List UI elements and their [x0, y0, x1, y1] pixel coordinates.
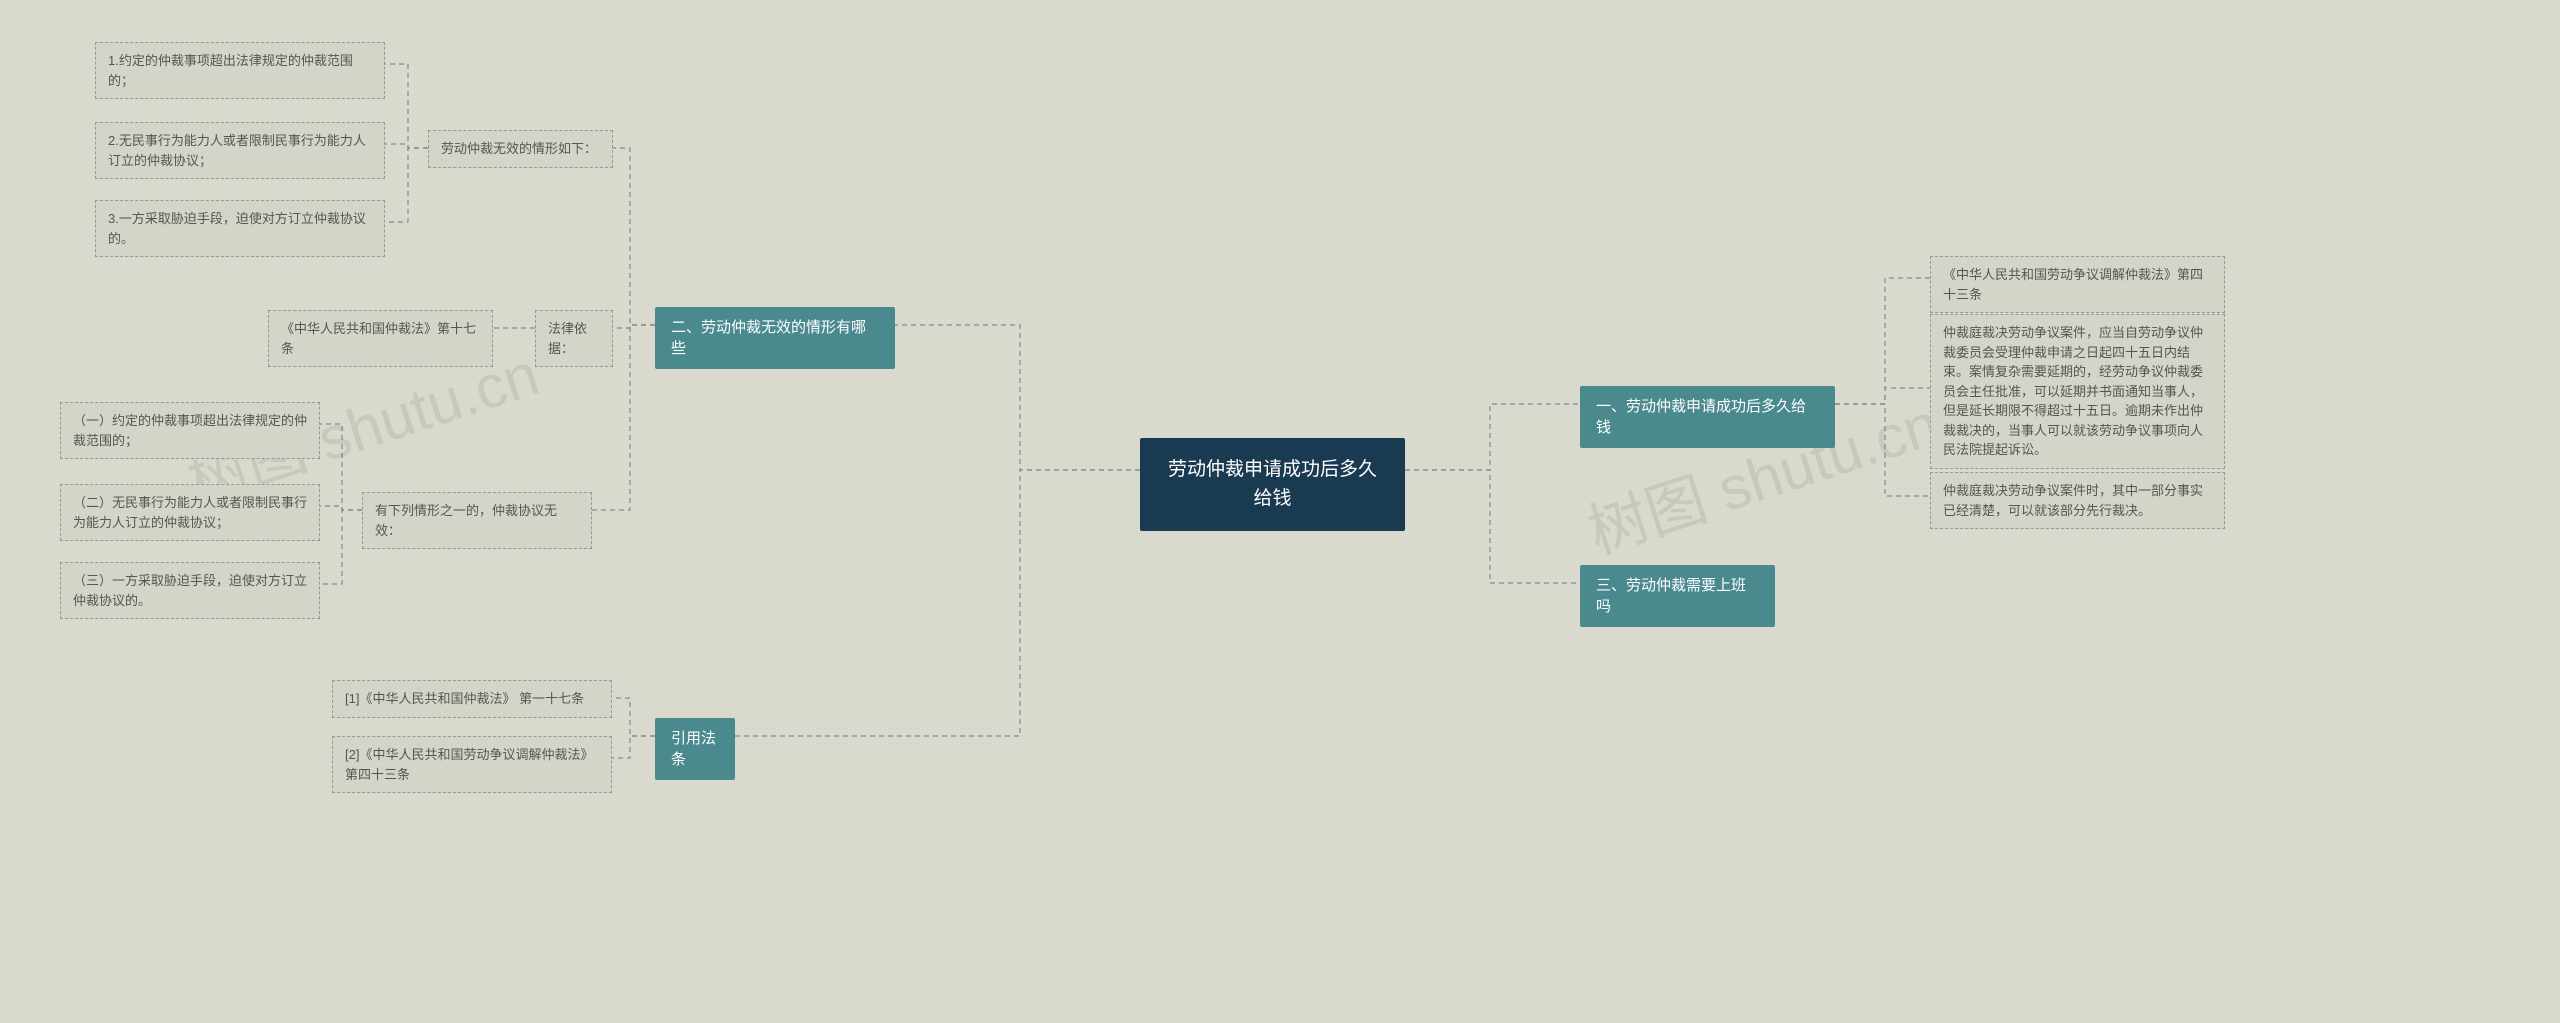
leaf-l2-1-3: 3.一方采取胁迫手段，迫使对方订立仲裁协议的。 [95, 200, 385, 257]
leaf-r1-2: 仲裁庭裁决劳动争议案件，应当自劳动争议仲裁委员会受理仲裁申请之日起四十五日内结束… [1930, 314, 2225, 469]
leaf-r1-3: 仲裁庭裁决劳动争议案件时，其中一部分事实已经清楚，可以就该部分先行裁决。 [1930, 472, 2225, 529]
branch-left-2[interactable]: 二、劳动仲裁无效的情形有哪些 [655, 307, 895, 369]
leaf-l2-3-3: （三）一方采取胁迫手段，迫使对方订立仲裁协议的。 [60, 562, 320, 619]
leaf-l2-1-2: 2.无民事行为能力人或者限制民事行为能力人订立的仲裁协议； [95, 122, 385, 179]
leaf-cite-2: [2]《中华人民共和国劳动争议调解仲裁法》 第四十三条 [332, 736, 612, 793]
branch-left-citation[interactable]: 引用法条 [655, 718, 735, 780]
sub-l2-2: 法律依据： [535, 310, 613, 367]
mindmap-root[interactable]: 劳动仲裁申请成功后多久给钱 [1140, 438, 1405, 531]
leaf-l2-2-1: 《中华人民共和国仲裁法》第十七条 [268, 310, 493, 367]
sub-l2-1: 劳动仲裁无效的情形如下： [428, 130, 613, 168]
leaf-l2-3-1: （一）约定的仲裁事项超出法律规定的仲裁范围的； [60, 402, 320, 459]
leaf-r1-1: 《中华人民共和国劳动争议调解仲裁法》第四十三条 [1930, 256, 2225, 313]
leaf-l2-1-1: 1.约定的仲裁事项超出法律规定的仲裁范围的； [95, 42, 385, 99]
leaf-cite-1: [1]《中华人民共和国仲裁法》 第一十七条 [332, 680, 612, 718]
sub-l2-3: 有下列情形之一的，仲裁协议无效： [362, 492, 592, 549]
branch-right-3[interactable]: 三、劳动仲裁需要上班吗 [1580, 565, 1775, 627]
branch-right-1[interactable]: 一、劳动仲裁申请成功后多久给钱 [1580, 386, 1835, 448]
leaf-l2-3-2: （二）无民事行为能力人或者限制民事行为能力人订立的仲裁协议； [60, 484, 320, 541]
